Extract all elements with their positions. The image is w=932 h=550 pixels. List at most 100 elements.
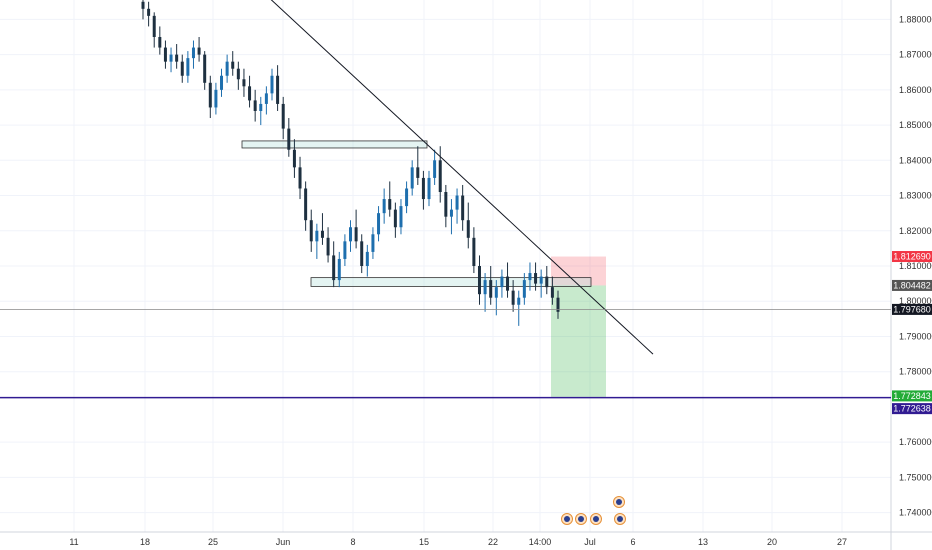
x-tick-label: Jul (584, 537, 596, 547)
candle-body[interactable] (320, 230, 324, 238)
candle-body[interactable] (494, 287, 498, 298)
event-flag-core (578, 516, 584, 522)
candle-body[interactable] (399, 206, 403, 228)
candle-body[interactable] (388, 199, 392, 210)
candle-body[interactable] (377, 213, 381, 235)
price-axis-label-text: 1.812690 (893, 252, 931, 262)
candle-body[interactable] (410, 167, 414, 189)
price-axis-label-text: 1.797680 (893, 304, 931, 314)
candle-body[interactable] (264, 93, 268, 104)
candle-body[interactable] (506, 276, 510, 291)
candle-body[interactable] (349, 227, 352, 242)
candle-body[interactable] (337, 258, 341, 281)
candle-body[interactable] (231, 61, 235, 69)
candle-body[interactable] (556, 297, 560, 312)
x-tick-label: 11 (69, 537, 78, 547)
candle-body[interactable] (326, 237, 330, 256)
candle-body[interactable] (253, 100, 257, 111)
x-tick-label: 25 (208, 537, 218, 547)
candle-body[interactable] (472, 237, 476, 266)
candle-body[interactable] (158, 36, 162, 48)
candle-body[interactable] (438, 160, 442, 193)
x-tick-label: 8 (350, 537, 355, 547)
candle-body[interactable] (421, 177, 425, 200)
candle-body[interactable] (242, 79, 246, 87)
candle-body[interactable] (528, 273, 532, 281)
candle-body[interactable] (360, 241, 364, 266)
candle-body[interactable] (248, 86, 252, 101)
candle-body[interactable] (186, 58, 190, 76)
candle-body[interactable] (163, 47, 167, 62)
candle-body[interactable] (405, 188, 409, 207)
candle-body[interactable] (550, 287, 554, 298)
candle-body[interactable] (483, 280, 487, 295)
price-axis-label-text: 1.772638 (893, 404, 931, 414)
candle-body[interactable] (449, 209, 453, 217)
candle-body[interactable] (393, 209, 397, 228)
candle-body[interactable] (152, 15, 156, 37)
candle-body[interactable] (343, 241, 347, 259)
candle-body[interactable] (276, 75, 280, 104)
candle-body[interactable] (382, 199, 386, 214)
candle-body[interactable] (203, 54, 207, 83)
upper-supply-zone[interactable] (241, 140, 428, 149)
candle-body[interactable] (259, 103, 263, 111)
price-axis-label (892, 251, 932, 263)
candle-body[interactable] (220, 75, 224, 90)
candle-body[interactable] (511, 290, 515, 305)
candle-body[interactable] (539, 276, 543, 284)
event-flag-core (617, 516, 623, 522)
stop-loss-zone[interactable] (551, 256, 606, 286)
x-tick-label: Jun (276, 537, 291, 547)
candle-body[interactable] (466, 220, 470, 238)
candle-body[interactable] (298, 167, 302, 189)
candle-body[interactable] (214, 89, 218, 108)
candle-body[interactable] (522, 280, 526, 298)
candle-body[interactable] (416, 167, 420, 178)
y-tick-label: 1.780000 (899, 367, 932, 377)
candle-body[interactable] (455, 195, 459, 210)
candle-body[interactable] (545, 276, 549, 288)
x-tick-label: 13 (698, 537, 708, 547)
candle-body[interactable] (175, 54, 179, 62)
candle-body[interactable] (304, 188, 308, 221)
y-tick-label: 1.860000 (899, 85, 932, 95)
candle-body[interactable] (180, 61, 184, 76)
candle-body[interactable] (208, 82, 212, 108)
candle-body[interactable] (365, 251, 369, 266)
candle-body[interactable] (433, 160, 437, 178)
candle-body[interactable] (225, 61, 229, 76)
y-tick-label: 1.810000 (899, 261, 932, 271)
candle-body[interactable] (281, 103, 285, 129)
candle-body[interactable] (371, 234, 375, 252)
y-tick-label: 1.800000 (899, 296, 932, 306)
candle-body[interactable] (500, 276, 504, 288)
take-profit-zone[interactable] (551, 285, 606, 397)
candle-body[interactable] (191, 47, 195, 59)
candle-body[interactable] (427, 177, 431, 200)
lower-support-zone[interactable] (310, 277, 592, 287)
candle-body[interactable] (354, 227, 358, 242)
x-tick-label: 27 (837, 537, 847, 547)
candle-body[interactable] (489, 280, 493, 298)
candle-body[interactable] (477, 266, 481, 295)
candle-body[interactable] (141, 1, 145, 9)
candle-body[interactable] (444, 192, 448, 217)
candle-body[interactable] (287, 128, 291, 150)
candle-body[interactable] (517, 297, 521, 305)
candle-body[interactable] (270, 75, 274, 94)
candle-body[interactable] (534, 273, 538, 284)
candle-body[interactable] (292, 149, 296, 168)
candle-body[interactable] (332, 255, 336, 281)
candle-body[interactable] (197, 47, 201, 55)
x-tick-label: 22 (488, 537, 498, 547)
candle-body[interactable] (169, 54, 173, 62)
candle-body[interactable] (461, 195, 465, 221)
candle-body[interactable] (236, 68, 240, 80)
candle-body[interactable] (315, 230, 319, 242)
candle-body[interactable] (147, 8, 151, 16)
candle-body[interactable] (309, 220, 313, 242)
trendline[interactable] (262, 0, 654, 355)
